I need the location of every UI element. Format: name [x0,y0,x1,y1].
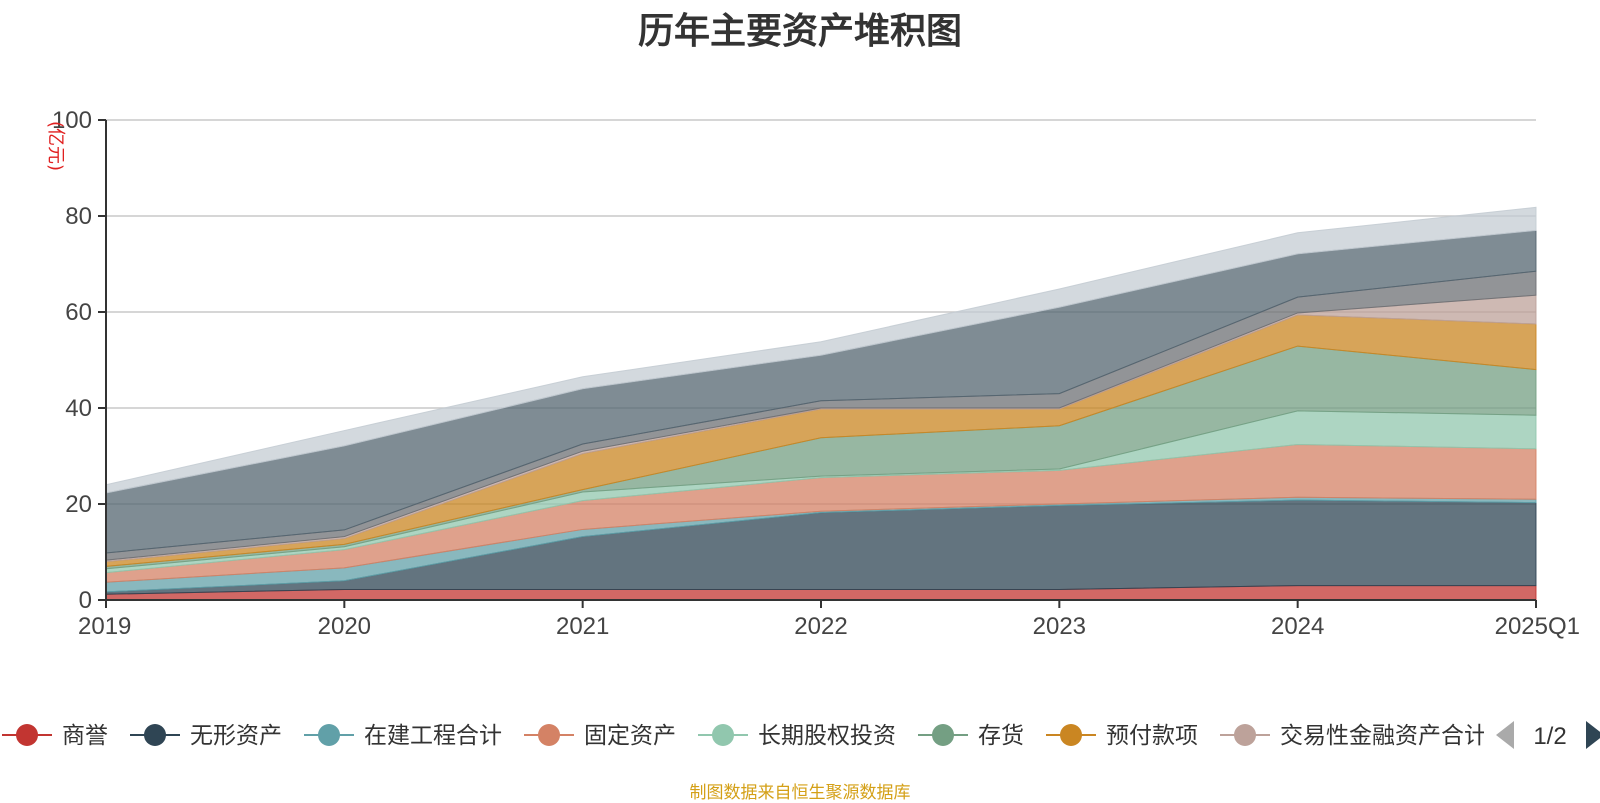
x-tick-label: 2025Q1 [1495,613,1580,640]
legend-item[interactable]: 无形资产 [130,723,282,749]
triangle-right-icon[interactable] [1586,721,1600,749]
y-tick-label: 100 [52,107,92,134]
y-tick-label: 40 [65,395,92,422]
legend-item[interactable]: 预付款项 [1046,723,1198,749]
legend-item[interactable]: 在建工程合计 [304,723,502,749]
legend-item[interactable]: 交易性金融资产合计 [1220,723,1487,749]
legend-item[interactable]: 存货 [918,723,1024,749]
legend-label: 存货 [978,723,1024,749]
legend-label: 固定资产 [584,723,676,749]
legend-circle-marker [712,724,734,746]
axis-layer: 2019 2020 2021 2022 2023 2024 2025Q1 [78,119,1580,640]
legend-circle-marker [144,724,166,746]
legend: 商誉 无形资产 在建工程合计 固定资产 长期股权投资 存货 预付款项 交易性金融资产合计 [2,723,1487,749]
triangle-left-icon[interactable] [1496,721,1514,749]
chart-title: 历年主要资产堆积图 [637,10,962,51]
legend-label: 长期股权投资 [758,723,896,749]
legend-label: 预付款项 [1106,723,1198,749]
legend-item[interactable]: 固定资产 [524,723,676,749]
area-series-11 [105,206,1537,494]
legend-circle-marker [538,724,560,746]
area-layer [105,206,1537,601]
y-tick-label: 60 [65,299,92,326]
legend-circle-marker [1060,724,1082,746]
legend-item[interactable]: 长期股权投资 [698,723,896,749]
legend-label: 在建工程合计 [364,723,502,749]
x-tick-label: 2024 [1271,613,1324,640]
source-note: 制图数据来自恒生聚源数据库 [689,783,911,803]
x-tick-label: 2022 [794,613,847,640]
x-tick-label: 2023 [1033,613,1086,640]
y-tick-label: 80 [65,203,92,230]
legend-circle-marker [932,724,954,746]
legend-label: 无形资产 [190,723,282,749]
legend-page-indicator: 1/2 [1533,723,1566,750]
y-tick-label: 20 [65,491,92,518]
legend-pager: 1/2 [1496,721,1600,750]
x-tick-label: 2019 [78,613,131,640]
legend-circle-marker [16,724,38,746]
legend-label: 商誉 [62,723,108,749]
legend-label: 交易性金融资产合计 [1280,723,1487,749]
legend-circle-marker [318,724,340,746]
x-tick-label: 2020 [318,613,371,640]
legend-circle-marker [1234,724,1256,746]
y-tick-label: 0 [79,587,92,614]
y-axis-unit-label: (亿元) [45,121,66,171]
legend-item[interactable]: 商誉 [2,723,108,749]
x-tick-label: 2021 [556,613,609,640]
